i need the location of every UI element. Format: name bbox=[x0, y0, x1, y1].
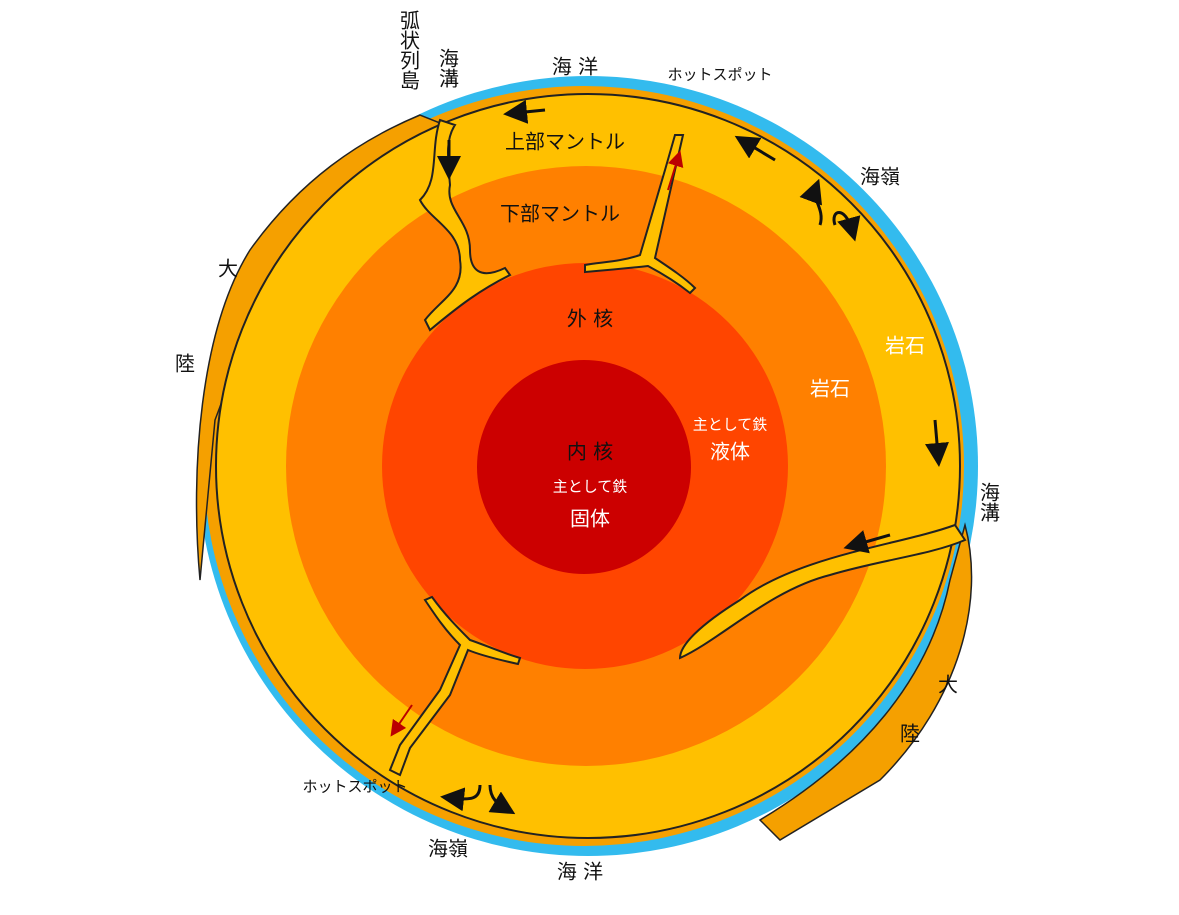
plume-upper bbox=[584, 134, 697, 295]
label: 陸 bbox=[175, 352, 195, 376]
label: 海 洋 bbox=[557, 860, 603, 884]
continent-right bbox=[758, 522, 973, 841]
label: 陸 bbox=[900, 722, 920, 746]
earth-layers bbox=[195, 76, 978, 856]
label: 海溝 bbox=[436, 48, 460, 89]
labels: 弧状列島 海溝 海 洋 ホットスポット 上部マントル 海嶺 下部マントル 大 陸… bbox=[175, 10, 1001, 884]
subducting-slab-right bbox=[678, 523, 967, 660]
plume-lower bbox=[388, 595, 522, 777]
label: 大 bbox=[938, 673, 958, 697]
label: 上部マントル bbox=[505, 130, 625, 154]
label: 内 核 bbox=[567, 440, 613, 464]
label: 大 bbox=[218, 257, 238, 281]
label: 岩石 bbox=[885, 334, 925, 358]
label: 弧状列島 bbox=[397, 10, 421, 90]
label: 海 洋 bbox=[552, 55, 598, 79]
label: 下部マントル bbox=[500, 202, 620, 226]
label: 海嶺 bbox=[428, 837, 468, 861]
label: 岩石 bbox=[810, 377, 850, 401]
inner-core bbox=[477, 360, 691, 574]
label: 外 核 bbox=[567, 307, 613, 331]
label: 固体 bbox=[570, 507, 610, 531]
arrows bbox=[390, 99, 949, 815]
label: ホットスポット bbox=[667, 66, 772, 84]
label: 海溝 bbox=[977, 482, 1001, 523]
label: 主として鉄 bbox=[693, 416, 768, 434]
label: ホットスポット bbox=[302, 778, 407, 796]
label: 液体 bbox=[710, 440, 750, 464]
label: 主として鉄 bbox=[553, 478, 628, 496]
label: 海嶺 bbox=[860, 165, 900, 189]
